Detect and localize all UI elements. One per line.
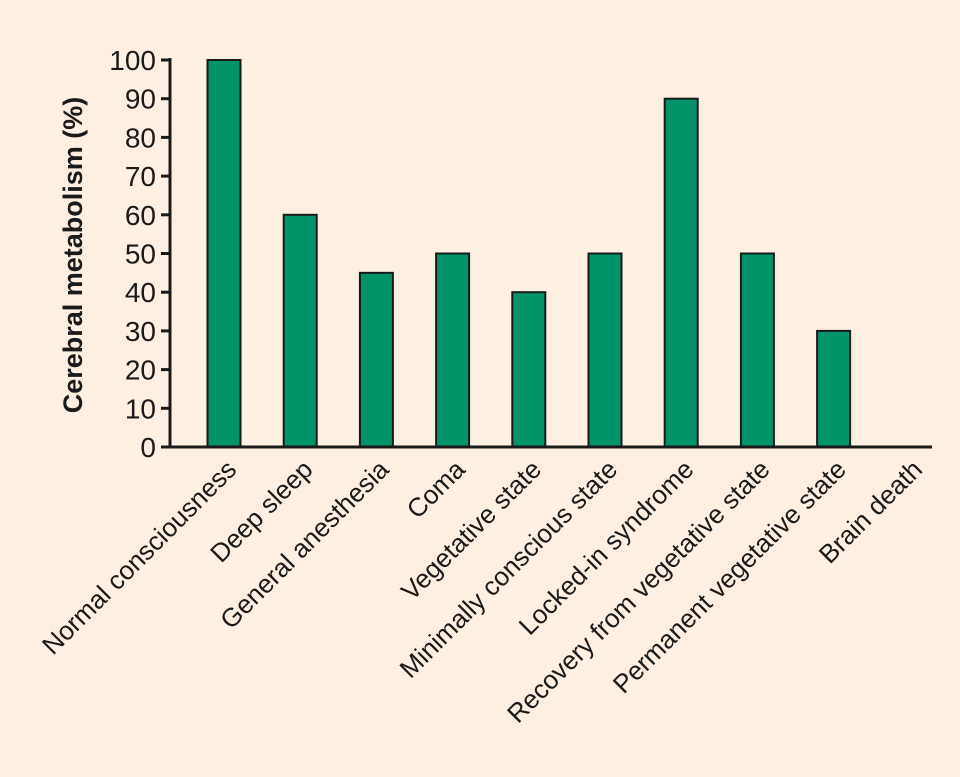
y-tick-label: 70 [125, 161, 156, 192]
y-tick-label: 40 [125, 277, 156, 308]
bar [282, 213, 318, 448]
bar [358, 271, 394, 448]
y-tick-label: 100 [109, 45, 156, 76]
y-tick-label: 0 [140, 432, 156, 463]
y-tick-label: 20 [125, 355, 156, 386]
bar [511, 291, 547, 449]
bar [739, 252, 775, 448]
y-tick-label: 60 [125, 200, 156, 231]
y-tick-label: 90 [125, 84, 156, 115]
bar [587, 252, 623, 448]
y-tick-label: 10 [125, 393, 156, 424]
bar [206, 59, 242, 448]
y-tick-label: 50 [125, 239, 156, 270]
y-axis-ticks: 0 10 20 30 40 50 60 70 80 90 100 [109, 45, 170, 463]
bar [435, 252, 471, 448]
y-tick-label: 30 [125, 316, 156, 347]
y-tick-label: 80 [125, 122, 156, 153]
y-axis-label: Cerebral metabolism (%) [58, 97, 88, 414]
bar [816, 329, 852, 448]
bar [663, 97, 699, 448]
